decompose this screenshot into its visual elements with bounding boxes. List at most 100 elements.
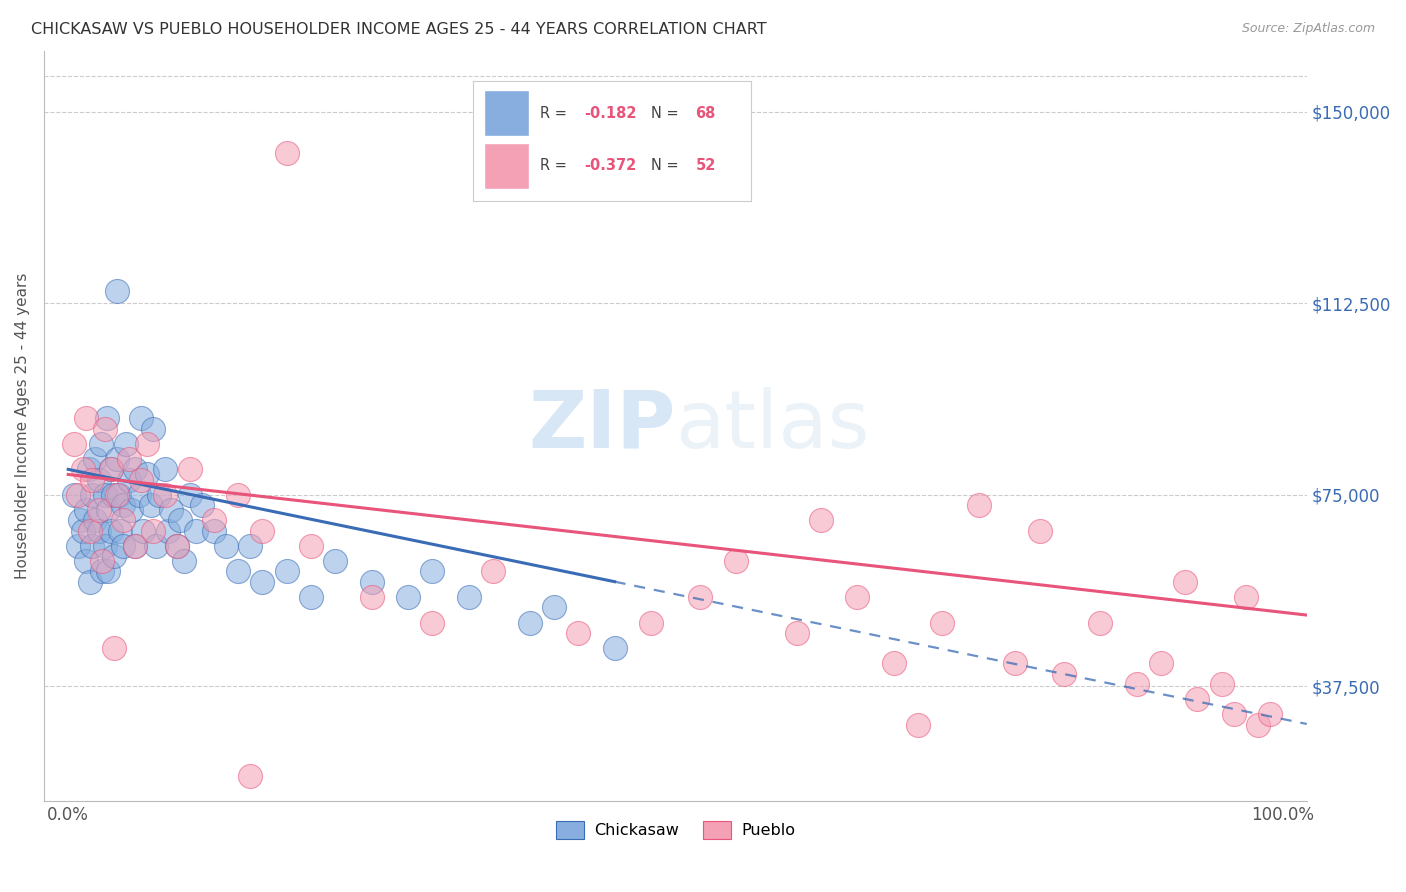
Point [810,513,832,527]
Point [786,625,808,640]
Point [1174,574,1197,589]
Point [323,554,346,568]
Point [519,615,541,630]
Point [82,488,104,502]
Point [169,513,191,527]
Point [105,488,128,502]
Point [63,488,86,502]
Point [136,467,159,482]
Point [103,641,125,656]
Point [907,717,929,731]
Point [179,488,201,502]
Point [1004,657,1026,671]
Point [360,574,382,589]
Point [1234,590,1257,604]
Point [72,462,94,476]
Point [111,513,134,527]
Point [75,503,97,517]
Point [689,590,711,604]
Point [457,590,479,604]
Point [160,503,183,517]
Point [276,565,298,579]
Point [226,565,249,579]
Point [87,503,110,517]
Point [1247,717,1270,731]
Text: atlas: atlas [675,387,870,465]
Point [252,574,274,589]
Point [145,539,167,553]
Point [184,524,207,538]
Point [128,488,150,502]
Point [118,473,141,487]
Point [299,590,322,604]
Point [124,539,146,553]
Point [139,498,162,512]
Point [1028,524,1050,538]
Point [252,524,274,538]
Point [1150,657,1173,671]
Point [75,554,97,568]
Point [103,549,125,563]
Point [543,600,565,615]
Point [75,411,97,425]
Point [93,539,115,553]
Point [226,488,249,502]
Point [202,513,225,527]
Point [82,473,104,487]
Point [110,524,132,538]
Point [142,524,165,538]
Point [96,411,118,425]
Point [111,539,134,553]
Point [1260,707,1282,722]
Point [129,411,152,425]
Legend: Chickasaw, Pueblo: Chickasaw, Pueblo [550,814,801,846]
Point [111,498,134,512]
Point [156,524,179,538]
Point [883,657,905,671]
Point [79,524,101,538]
Point [77,462,100,476]
Point [1223,707,1246,722]
Point [87,524,110,538]
Point [115,437,138,451]
Point [108,488,131,502]
Point [179,462,201,476]
Point [166,539,188,553]
Point [97,503,120,517]
Point [136,437,159,451]
Point [72,524,94,538]
Point [155,488,177,502]
Point [155,462,177,476]
Point [124,462,146,476]
Point [87,473,110,487]
Point [69,513,91,527]
Point [129,473,152,487]
Point [83,452,105,467]
Text: Source: ZipAtlas.com: Source: ZipAtlas.com [1241,22,1375,36]
Point [640,615,662,630]
Point [1126,677,1149,691]
Point [101,488,124,502]
Text: CHICKASAW VS PUEBLO HOUSEHOLDER INCOME AGES 25 - 44 YEARS CORRELATION CHART: CHICKASAW VS PUEBLO HOUSEHOLDER INCOME A… [31,22,766,37]
Text: ZIP: ZIP [529,387,675,465]
Point [603,641,626,656]
Point [105,284,128,298]
Point [166,539,188,553]
Point [239,539,262,553]
Point [396,590,419,604]
Point [1187,692,1209,706]
Point [66,539,89,553]
Point [66,488,89,502]
Point [215,539,238,553]
Point [93,421,115,435]
Point [173,554,195,568]
Point [1053,666,1076,681]
Point [190,498,212,512]
Point [482,565,505,579]
Point [148,488,170,502]
Point [100,462,122,476]
Point [105,452,128,467]
Point [91,565,114,579]
Point [967,498,990,512]
Point [360,590,382,604]
